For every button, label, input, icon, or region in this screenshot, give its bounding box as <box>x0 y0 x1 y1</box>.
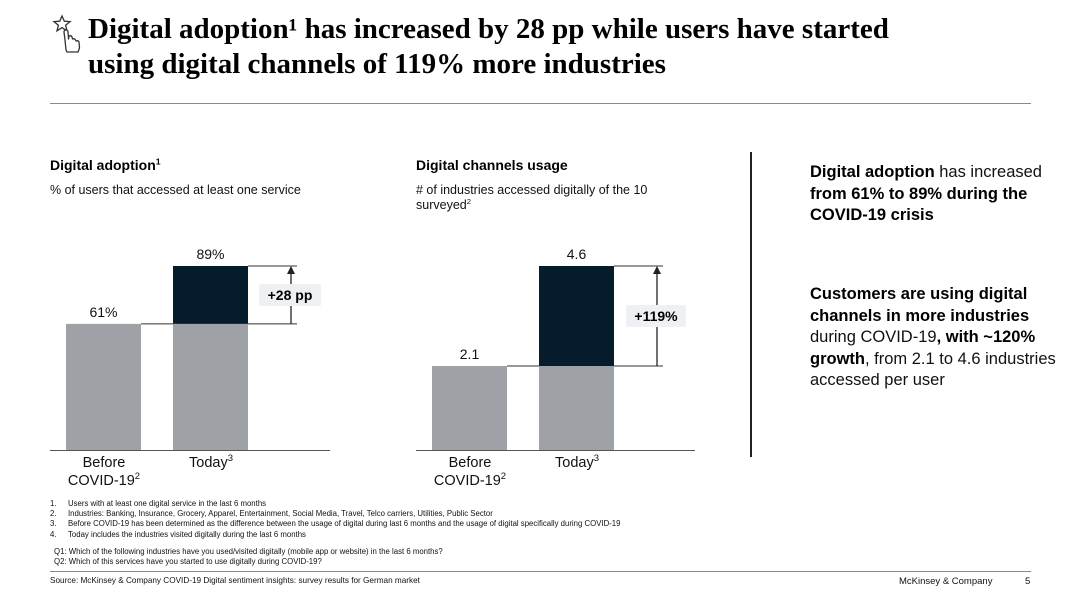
bar-today-base <box>173 323 248 450</box>
survey-question: Q1: Which of the following industries ha… <box>54 547 443 556</box>
footnote-row: 3. Before COVID-19 has been determined as… <box>50 519 1030 529</box>
vertical-divider <box>750 152 752 457</box>
takeaway-segment: , from 2.1 to 4.6 industries accessed pe… <box>810 349 1056 390</box>
takeaway-segment: Digital adoption <box>810 163 935 181</box>
category-label-today: Today3 <box>189 453 233 471</box>
source-note: Source: McKinsey & Company COVID-19 Digi… <box>50 576 420 585</box>
footnote-number: 2. <box>50 509 57 519</box>
takeaway-segment: Customers are using digital channels in … <box>810 285 1030 325</box>
title-divider <box>50 103 1031 104</box>
value-label-before: 2.1 <box>460 346 480 362</box>
page-number: 5 <box>1025 576 1031 587</box>
footnote-text: Users with at least one digital service … <box>68 499 267 508</box>
bar-today-increase <box>539 266 614 366</box>
page-title: Digital adoption¹ has increased by 28 pp… <box>88 12 1058 82</box>
takeaway-segment: from 61% to 89% during the COVID-19 cris… <box>810 184 1028 225</box>
increase-label: +119% <box>634 308 678 324</box>
footnote-number: 3. <box>50 519 57 529</box>
title-line-2: using digital channels of 119% more indu… <box>88 48 666 80</box>
right-chart-title: Digital channels usage <box>416 157 568 173</box>
survey-questions: Q1: Which of the following industries ha… <box>54 547 443 567</box>
company-name: McKinsey & Company <box>899 576 993 587</box>
category-label-before: Before COVID-192 <box>434 455 506 489</box>
takeaway-segment: during COVID-19 <box>810 328 937 346</box>
left-chart-subtitle: % of users that accessed at least one se… <box>50 183 301 197</box>
left-chart-title: Digital adoption1 <box>50 156 161 173</box>
increase-arrow-head <box>287 266 295 274</box>
footnote-row: 1. Users with at least one digital servic… <box>50 499 1030 509</box>
category-label-today: Today3 <box>555 453 599 471</box>
value-label-today: 4.6 <box>567 246 587 262</box>
title-line-1: Digital adoption¹ has increased by 28 pp… <box>88 13 889 45</box>
value-label-before: 61% <box>89 304 117 320</box>
bar-before <box>66 323 141 450</box>
footnote-number: 1. <box>50 499 57 508</box>
increase-arrow-head <box>653 266 661 274</box>
footnote-text: Today includes the industries visited di… <box>68 529 306 539</box>
bar-today-increase <box>173 266 248 324</box>
increase-label: +28 pp <box>268 287 313 303</box>
category-label-before: Before COVID-192 <box>68 455 140 489</box>
takeaway-segment: has increased <box>934 163 1042 181</box>
bar-before <box>432 366 507 450</box>
takeaway-channels: Customers are using digital channels in … <box>810 284 1060 392</box>
increase-label-box <box>626 305 686 327</box>
footnote-text: Before COVID-19 has been determined as t… <box>68 519 621 529</box>
footnote-row: 4. Today includes the industries visited … <box>50 530 1030 540</box>
bar-today-base <box>539 366 614 450</box>
footer-divider <box>50 571 1031 572</box>
footnote-text: Industries: Banking, Insurance, Grocery,… <box>68 509 493 519</box>
footnote-row: 2. Industries: Banking, Insurance, Grocer… <box>50 509 1030 519</box>
right-chart-subtitle: # of industries accessed digitally of th… <box>416 183 648 212</box>
hand-pointer-star-icon <box>52 14 81 53</box>
value-label-today: 89% <box>196 246 224 262</box>
takeaway-adoption: Digital adoption has increased from 61% … <box>810 162 1060 227</box>
survey-question: Q2: Which of this services have you star… <box>54 557 322 567</box>
footnotes: 1. Users with at least one digital servic… <box>50 499 1030 540</box>
footnote-number: 4. <box>50 529 57 539</box>
takeaway-segment: , with ~120% growth <box>810 328 1036 368</box>
increase-label-box <box>259 283 321 306</box>
